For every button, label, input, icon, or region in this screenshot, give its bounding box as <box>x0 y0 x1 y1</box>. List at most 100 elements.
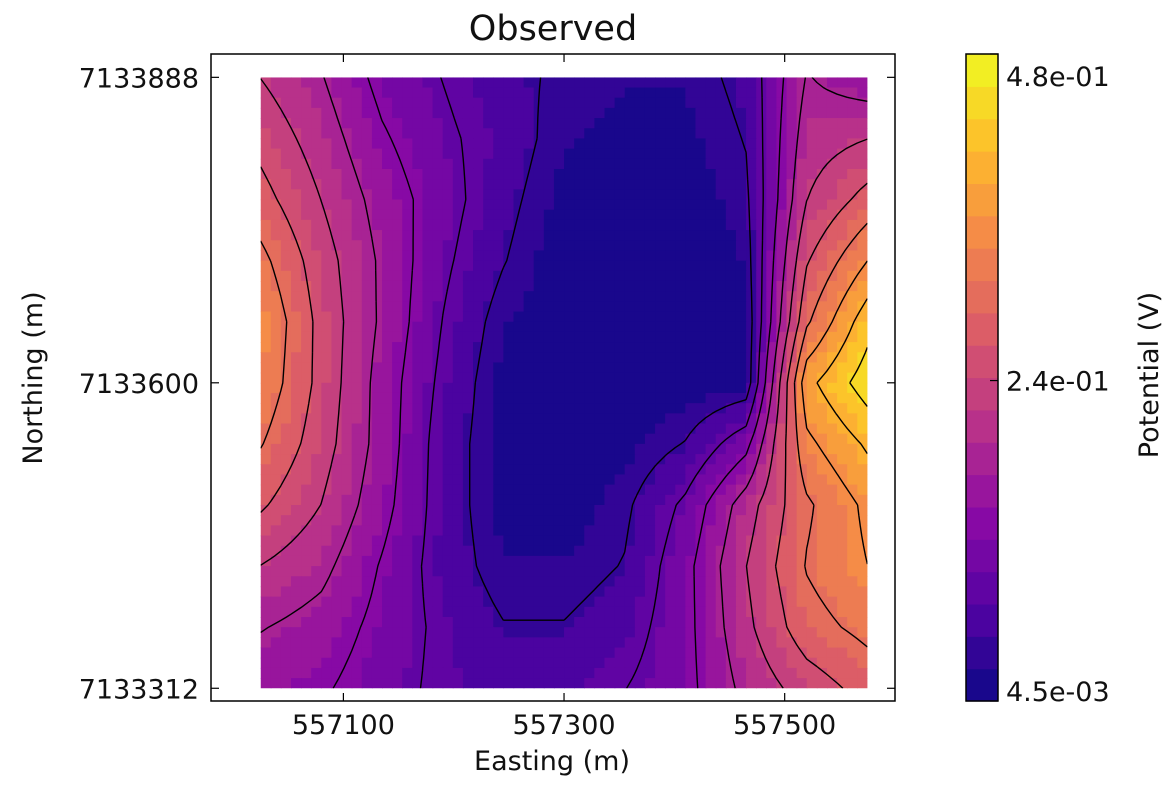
contour-cell <box>260 179 272 191</box>
contour-cell <box>735 291 747 303</box>
contour-cell <box>493 280 505 292</box>
contour-cell <box>422 219 434 231</box>
contour-cell <box>361 596 373 608</box>
contour-cell <box>473 311 484 323</box>
contour-cell <box>756 128 767 140</box>
contour-cell <box>675 97 687 109</box>
contour-cell <box>604 97 616 109</box>
contour-cell <box>564 362 575 374</box>
contour-cell <box>422 647 434 659</box>
contour-cell <box>725 647 737 659</box>
contour-cell <box>452 413 464 425</box>
contour-cell <box>341 617 353 628</box>
contour-cell <box>796 433 808 445</box>
contour-cell <box>270 586 282 598</box>
contour-cell <box>371 637 383 649</box>
contour-cell <box>422 372 434 384</box>
contour-cell <box>816 301 828 313</box>
contour-cell <box>422 423 434 435</box>
contour-cell <box>493 118 505 129</box>
contour-cell <box>735 260 747 272</box>
contour-cell <box>402 179 414 191</box>
contour-cell <box>756 240 767 252</box>
contour-cell <box>412 219 424 231</box>
x-tick-label: 557300 <box>512 710 615 741</box>
colorbar-segment <box>966 280 998 314</box>
contour-cell <box>493 179 505 191</box>
contour-cell <box>382 443 393 455</box>
contour-cell <box>260 280 272 292</box>
contour-cell <box>442 423 454 435</box>
contour-cell <box>442 219 454 231</box>
contour-cell <box>523 657 535 669</box>
contour-cell <box>260 443 272 455</box>
contour-cell <box>644 342 656 353</box>
contour-cell <box>685 667 697 679</box>
contour-cell <box>715 443 727 455</box>
contour-cell <box>260 372 272 384</box>
contour-cell <box>503 280 515 292</box>
contour-cell <box>331 301 343 313</box>
contour-cell <box>462 209 474 221</box>
contour-cell <box>564 87 575 99</box>
contour-cell <box>806 199 818 211</box>
contour-cell <box>321 362 333 374</box>
contour-cell <box>442 118 454 129</box>
colorbar-segment <box>966 539 998 573</box>
contour-cell <box>695 678 707 689</box>
contour-cell <box>604 158 616 170</box>
contour-cell <box>392 280 403 292</box>
contour-cell <box>442 443 454 455</box>
contour-cell <box>746 443 757 455</box>
contour-cell <box>432 260 444 272</box>
contour-cell <box>776 504 788 516</box>
contour-cell <box>746 87 757 99</box>
contour-cell <box>665 494 676 506</box>
contour-cell <box>735 158 747 170</box>
contour-cell <box>280 280 292 292</box>
contour-cell <box>412 586 424 598</box>
contour-cell <box>331 199 343 211</box>
contour-cell <box>806 484 818 496</box>
contour-cell <box>402 657 414 669</box>
contour-cell <box>462 403 474 415</box>
contour-cell <box>705 250 717 262</box>
contour-cell <box>735 474 747 486</box>
contour-cell <box>564 331 575 343</box>
contour-cell <box>473 413 484 425</box>
contour-cell <box>361 138 373 150</box>
contour-cell <box>644 596 656 608</box>
contour-cell <box>776 270 788 282</box>
contour-cell <box>735 331 747 343</box>
contour-cell <box>806 667 818 679</box>
contour-cell <box>786 617 798 628</box>
contour-cell <box>604 433 616 445</box>
contour-cell <box>533 240 545 252</box>
contour-cell <box>614 291 626 303</box>
contour-cell <box>543 342 555 353</box>
contour-cell <box>746 545 757 557</box>
contour-cell <box>371 617 383 628</box>
contour-cell <box>361 352 373 364</box>
contour-cell <box>412 504 424 516</box>
contour-cell <box>594 413 606 425</box>
contour-cell <box>483 596 494 608</box>
contour-cell <box>776 433 788 445</box>
contour-cell <box>806 566 818 577</box>
contour-cell <box>412 158 424 170</box>
contour-cell <box>371 464 383 476</box>
contour-cell <box>301 250 312 262</box>
contour-cell <box>493 464 505 476</box>
contour-cell <box>564 219 575 231</box>
contour-cell <box>634 230 646 241</box>
contour-cell <box>776 678 788 689</box>
contour-cell <box>624 189 636 201</box>
contour-cell <box>412 566 424 577</box>
contour-cell <box>644 128 656 140</box>
contour-cell <box>685 219 697 231</box>
contour-cell <box>270 219 282 231</box>
contour-cell <box>503 382 515 394</box>
contour-cell <box>725 291 737 303</box>
contour-cell <box>604 311 616 323</box>
contour-cell <box>402 443 414 455</box>
